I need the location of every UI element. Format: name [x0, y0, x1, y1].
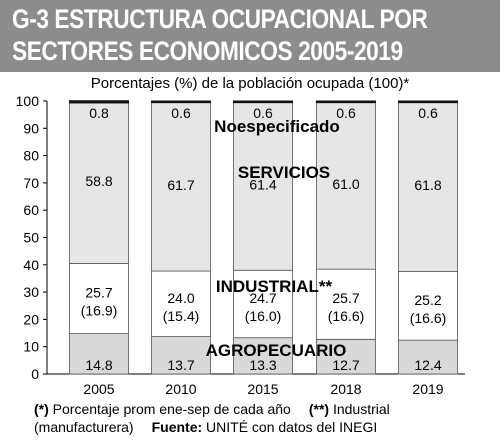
data-label-agropecuario: 13.3 [249, 357, 276, 373]
data-label-agropecuario: 12.4 [414, 357, 441, 373]
bar-segment-agropecuario-2015 [233, 337, 293, 375]
data-label-no-especificado: 0.6 [418, 105, 438, 121]
bar-segment-industrial-2019 [398, 270, 458, 341]
data-label-servicios: 61.4 [249, 176, 276, 192]
y-tick-label: 90 [23, 120, 39, 136]
bar-segment-agropecuario-2005 [69, 333, 129, 375]
data-label-industrial-manufactura: (16.6) [410, 310, 447, 326]
bar-segment-servicios-2010 [151, 102, 211, 272]
y-tick-label: 60 [23, 202, 39, 218]
data-label-servicios: 58.8 [85, 173, 112, 189]
data-label-servicios: 61.7 [167, 177, 194, 193]
bar-segment-agropecuario-2010 [151, 336, 211, 375]
data-label-industrial: 25.2 [414, 292, 441, 308]
bar-segment-industrial-2018 [316, 268, 376, 340]
y-tick-label: 50 [23, 230, 39, 246]
data-label-industrial: 25.7 [332, 290, 359, 306]
bar-segment-industrial-2015 [233, 269, 293, 339]
bar-segment-noespecificado-2015 [233, 100, 293, 104]
data-label-no-especificado: 0.8 [89, 105, 109, 121]
data-label-industrial: 25.7 [85, 285, 112, 301]
bar-segment-agropecuario-2018 [316, 338, 376, 375]
data-label-agropecuario: 12.7 [332, 357, 359, 373]
bar-segment-servicios-2019 [398, 102, 458, 272]
data-label-no-especificado: 0.6 [171, 105, 191, 121]
bar-segment-agropecuario-2019 [398, 339, 458, 375]
footnote-text-1: Porcentaje prom ene-sep de cada año [52, 401, 291, 417]
y-tick-label: 20 [23, 311, 39, 327]
footnote-marker-1: (*) [34, 401, 49, 417]
series-label-industrial: INDUSTRIAL** [216, 277, 333, 296]
y-tick-label: 40 [23, 257, 39, 273]
chart-title-line-2: SECTORES ECONOMICOS 2005-2019 [12, 36, 403, 66]
data-label-industrial-manufactura: (15.4) [163, 308, 200, 324]
data-label-industrial: 24.7 [249, 290, 276, 306]
data-label-servicios: 61.8 [414, 177, 441, 193]
bar-segment-noespecificado-2019 [398, 100, 458, 104]
data-label-agropecuario: 13.7 [167, 357, 194, 373]
bar-segment-noespecificado-2018 [316, 100, 376, 104]
bar-segment-servicios-2018 [316, 102, 376, 270]
data-label-no-especificado: 0.6 [253, 105, 273, 121]
y-tick-label: 10 [23, 339, 39, 355]
source-label: Fuente: [151, 419, 203, 435]
y-tick-label: 80 [23, 148, 39, 164]
series-label-agropecuario: AGROPECUARIO [206, 341, 347, 360]
data-label-industrial-manufactura: (16.6) [328, 308, 365, 324]
bar-segment-noespecificado-2005 [69, 100, 129, 104]
y-tick-label: 30 [23, 284, 39, 300]
footnote-text-2: Industrial [332, 401, 390, 417]
data-label-industrial-manufactura: (16.0) [245, 308, 282, 324]
x-tick-label: 2019 [412, 381, 443, 397]
x-tick-label: 2015 [247, 381, 278, 397]
x-tick-label: 2005 [83, 381, 114, 397]
bar-segment-noespecificado-2010 [151, 100, 211, 104]
bar-segment-servicios-2015 [233, 102, 293, 271]
x-tick-label: 2010 [165, 381, 196, 397]
series-label-no-especificado: Noespecificado [214, 117, 340, 136]
chart-subtitle: Porcentajes (%) de la población ocupada … [90, 75, 410, 92]
footnote-text-2-cont: (manufacturera) [34, 419, 134, 435]
y-tick-label: 100 [16, 93, 40, 109]
data-label-no-especificado: 0.6 [336, 105, 356, 121]
footnote-marker-2: (**) [308, 401, 330, 417]
stacked-bar-chart: 0 10 20 30 40 50 60 70 80 90 100 14.8 25.7 (16.9) 58.8… [16, 93, 465, 397]
bar-segment-servicios-2005 [69, 102, 129, 264]
data-label-industrial: 24.0 [167, 290, 194, 306]
bar-segment-industrial-2005 [69, 263, 129, 334]
data-label-industrial-manufactura: (16.9) [81, 303, 118, 319]
y-tick-label: 70 [23, 175, 39, 191]
y-tick-label: 0 [31, 366, 39, 382]
x-tick-label: 2018 [330, 381, 361, 397]
footnote: (*) Porcentaje prom ene-sep de cada año (… [34, 400, 390, 436]
data-label-agropecuario: 14.8 [85, 357, 112, 373]
title-band: G-3 ESTRUCTURA OCUPACIONAL POR SECTORES … [0, 0, 500, 72]
chart-title-line-1: G-3 ESTRUCTURA OCUPACIONAL POR [12, 4, 428, 34]
data-label-servicios: 61.0 [332, 176, 359, 192]
series-label-servicios: SERVICIOS [238, 163, 330, 182]
source-text: UNITÉ con datos del INEGI [206, 419, 378, 435]
